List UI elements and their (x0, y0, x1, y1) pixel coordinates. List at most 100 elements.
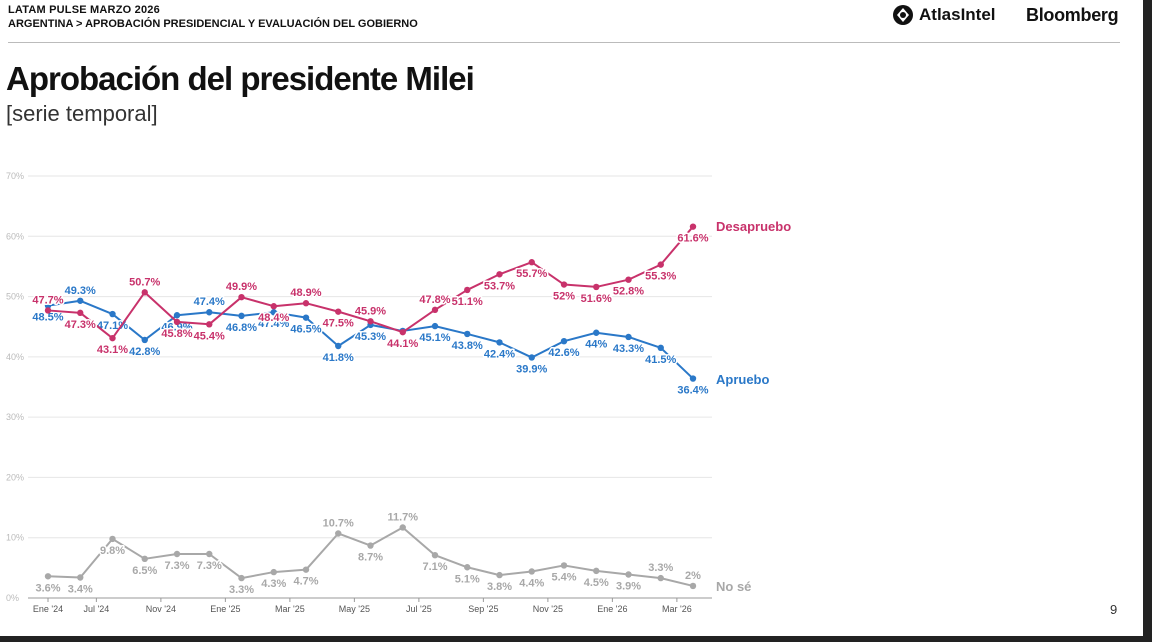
y-tick-label: 10% (6, 533, 24, 543)
data-point (302, 566, 310, 573)
data-label: 47.8% (419, 294, 450, 306)
data-label: 47.4% (258, 318, 289, 330)
data-label: 44.1% (387, 338, 418, 350)
data-label: 4.5% (584, 577, 609, 589)
data-label: 51.1% (452, 296, 483, 308)
data-label: 10.7% (323, 517, 354, 529)
y-tick-label: 30% (6, 412, 24, 422)
data-point (367, 542, 374, 549)
data-point (109, 334, 116, 342)
data-label: 43.8% (452, 340, 483, 352)
data-point (367, 318, 374, 325)
data-label: 4.7% (293, 576, 318, 588)
pulse-title: LATAM PULSE MARZO 2026 (8, 4, 160, 16)
data-label: 52.8% (613, 286, 644, 298)
bloomberg-logo: Bloomberg (1026, 5, 1119, 25)
data-label: 45.1% (419, 332, 450, 344)
data-point (109, 535, 116, 543)
data-label: 47.5% (323, 318, 354, 330)
chart-title: Aprobación del presidente Milei (6, 60, 475, 97)
x-tick-label: Nov '24 (146, 604, 176, 614)
data-label: 3.9% (616, 580, 641, 592)
x-tick-label: Ene '26 (597, 604, 627, 614)
data-point (206, 309, 213, 316)
data-point (689, 375, 697, 382)
y-tick-label: 40% (6, 352, 24, 362)
data-point (302, 314, 310, 321)
data-point (464, 286, 471, 294)
data-label: 48.9% (290, 287, 321, 299)
atlasintel-logo-text: AtlasIntel (919, 5, 996, 24)
data-point (238, 574, 245, 582)
y-tick-label: 70% (6, 171, 24, 181)
data-point (335, 530, 342, 537)
data-point (496, 339, 503, 346)
x-tick-label: Mar '26 (662, 604, 692, 614)
data-point (141, 289, 148, 296)
data-label: 11.7% (387, 511, 418, 523)
data-point (270, 303, 277, 310)
data-point (625, 571, 632, 578)
data-label: 51.6% (581, 293, 612, 305)
data-point (528, 259, 535, 266)
data-label: 9.8% (100, 545, 125, 557)
data-point (496, 271, 503, 278)
data-point (238, 293, 245, 301)
data-label: 3.3% (229, 584, 254, 596)
data-point (173, 312, 181, 319)
data-point (431, 306, 439, 314)
data-label: 47.4% (194, 296, 225, 308)
data-point (141, 555, 148, 563)
data-label: 5.4% (551, 571, 576, 583)
x-tick-label: Ene '24 (33, 604, 63, 614)
data-label: 45.4% (194, 330, 225, 342)
data-label: 55.7% (516, 268, 547, 280)
data-point (399, 328, 406, 336)
series-name-label: Apruebo (716, 372, 770, 387)
x-tick-label: Jul '25 (406, 604, 432, 614)
data-point (689, 223, 697, 230)
data-point (335, 308, 342, 315)
data-point (44, 302, 52, 309)
data-point (657, 261, 664, 268)
y-tick-label: 60% (6, 231, 24, 241)
data-label: 47.3% (65, 319, 96, 331)
data-point (593, 283, 600, 291)
data-label: 50.7% (129, 276, 160, 288)
data-point (206, 321, 213, 328)
data-label: 55.3% (645, 271, 676, 283)
data-label: 41.8% (323, 352, 354, 364)
data-label: 48.5% (32, 312, 63, 324)
data-label: 46.8% (226, 322, 257, 334)
data-point (496, 571, 503, 579)
data-label: 48.4% (258, 312, 289, 324)
data-label: 4.4% (519, 577, 544, 589)
data-point (593, 567, 600, 575)
data-point (302, 300, 310, 307)
data-label: 3.6% (35, 582, 60, 594)
y-tick-label: 50% (6, 292, 24, 302)
data-point (689, 582, 697, 590)
data-point (335, 342, 342, 350)
data-label: 8.7% (358, 552, 383, 564)
data-label: 7.1% (422, 561, 447, 573)
data-label: 2% (685, 570, 701, 582)
data-label: 42.8% (129, 346, 160, 358)
data-point (528, 354, 535, 361)
data-label: 45.3% (355, 331, 386, 343)
x-tick-label: Jul '24 (84, 604, 110, 614)
data-point (657, 344, 664, 352)
chart-subtitle: [serie temporal] (6, 101, 158, 126)
data-point (593, 329, 600, 336)
data-label: 44% (585, 339, 607, 351)
data-point (141, 336, 148, 344)
data-point (77, 574, 84, 581)
data-label: 45.8% (161, 328, 192, 340)
data-point (464, 564, 471, 571)
data-label: 49.3% (65, 285, 96, 297)
data-label: 39.9% (516, 363, 547, 375)
data-point (77, 309, 84, 317)
data-point (528, 568, 535, 575)
data-point (464, 330, 471, 338)
